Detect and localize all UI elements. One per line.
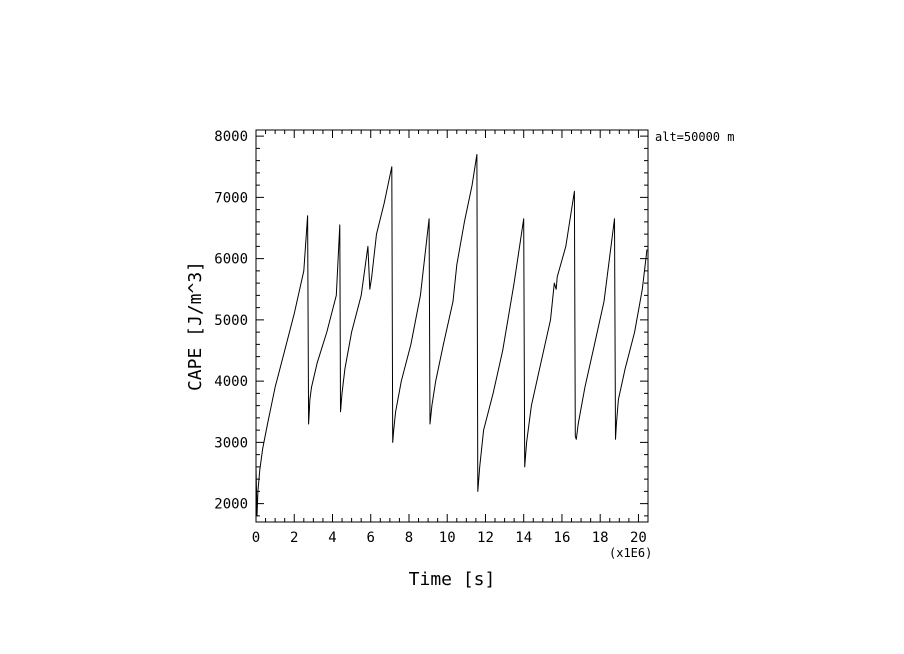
cape-series-line	[255, 154, 648, 517]
y-tick-label: 8000	[214, 129, 248, 145]
x-tick-label: 0	[252, 530, 260, 546]
y-tick-label: 7000	[214, 190, 248, 206]
y-tick-label: 4000	[214, 374, 248, 390]
plot-frame	[255, 129, 649, 523]
x-tick-label: 16	[554, 530, 571, 546]
x-tick-label: 12	[477, 530, 494, 546]
data-series	[255, 154, 648, 517]
y-tick-label: 2000	[214, 497, 248, 513]
y-tick-label: 6000	[214, 252, 248, 268]
axis-ticks	[255, 130, 648, 522]
y-tick-label: 5000	[214, 313, 248, 329]
x-axis-multiplier: (x1E6)	[609, 546, 652, 560]
x-tick-label: 20	[630, 530, 647, 546]
y-axis-title: CAPE [J/m^3]	[185, 261, 206, 391]
x-tick-label: 6	[367, 530, 375, 546]
x-tick-label: 18	[592, 530, 609, 546]
x-tick-label: 8	[405, 530, 413, 546]
altitude-annotation: alt=50000 m	[655, 130, 734, 144]
axis-tick-labels: 0 2 4 6 8 10 12 14 16 18 20 2000 3000 4000 5000 6000 700…	[214, 129, 647, 546]
x-tick-label: 14	[515, 530, 532, 546]
y-tick-label: 3000	[214, 435, 248, 451]
x-tick-label: 4	[328, 530, 336, 546]
x-tick-label: 10	[439, 530, 456, 546]
x-axis-title: Time [s]	[409, 569, 496, 590]
x-tick-label: 2	[290, 530, 298, 546]
